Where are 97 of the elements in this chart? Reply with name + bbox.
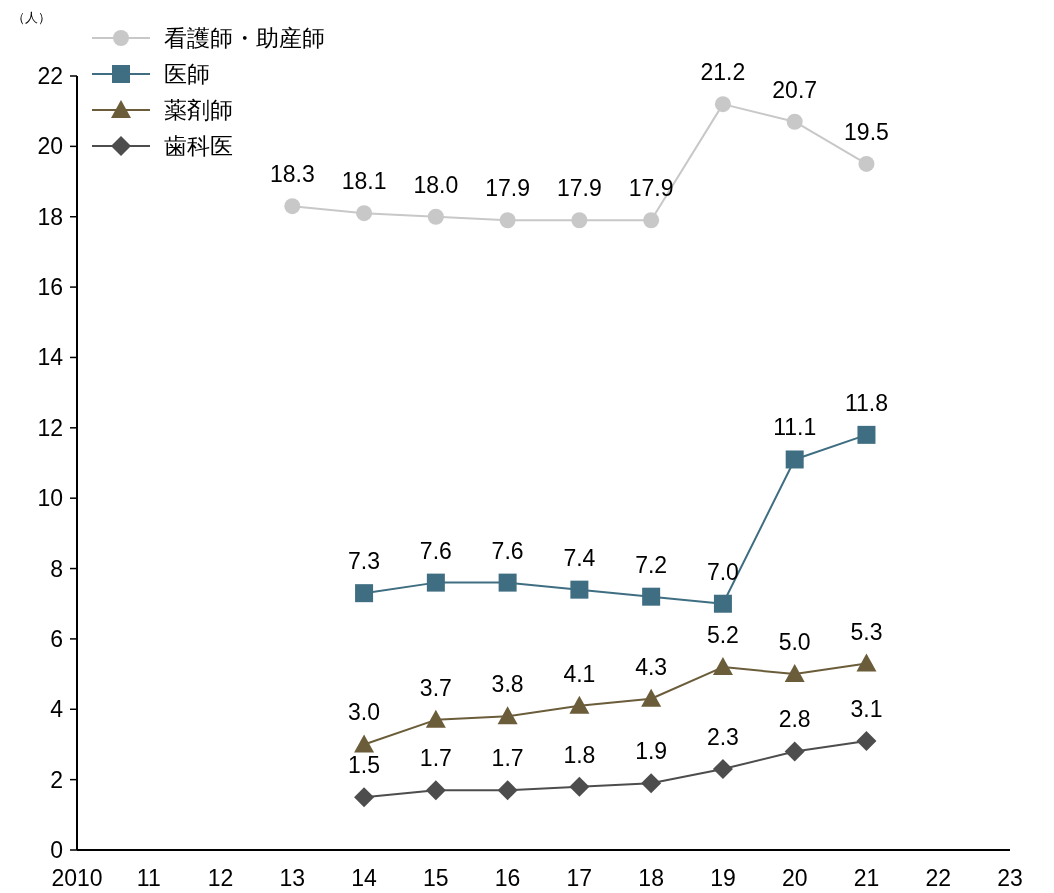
data-label: 17.9 xyxy=(485,175,530,202)
x-tick-label: 19 xyxy=(710,865,736,891)
data-label: 5.0 xyxy=(778,629,811,656)
data-label: 11.1 xyxy=(773,414,817,441)
point xyxy=(569,776,590,797)
data-label: 18.0 xyxy=(413,171,459,198)
x-tick-label: 21 xyxy=(853,865,880,891)
point xyxy=(643,212,660,229)
point xyxy=(356,205,373,222)
point xyxy=(427,208,444,225)
point xyxy=(498,573,517,592)
data-label: 3.8 xyxy=(491,671,524,698)
data-label: 1.7 xyxy=(419,745,452,772)
x-tick-label: 11 xyxy=(136,865,161,891)
point xyxy=(354,787,375,808)
point xyxy=(284,198,301,215)
y-tick-label: 8 xyxy=(50,555,63,582)
y-tick-label: 2 xyxy=(50,766,63,793)
point xyxy=(497,780,518,801)
point xyxy=(571,212,588,229)
data-label: 18.3 xyxy=(269,161,315,188)
y-tick-label: 20 xyxy=(37,133,63,160)
point xyxy=(713,594,732,613)
data-label: 19.5 xyxy=(844,118,889,145)
y-tick-label: 14 xyxy=(37,344,64,371)
data-label: 7.0 xyxy=(706,558,739,585)
legend-label: 医師 xyxy=(164,61,210,87)
legend-label: 薬剤師 xyxy=(164,97,233,123)
point xyxy=(714,96,731,113)
x-tick-label: 23 xyxy=(997,865,1023,891)
point xyxy=(784,741,805,762)
point xyxy=(786,113,803,130)
data-label: 3.1 xyxy=(850,695,883,722)
point xyxy=(857,425,876,444)
point xyxy=(426,573,445,592)
y-tick-label: 4 xyxy=(50,696,64,723)
data-label: 4.3 xyxy=(635,653,668,680)
data-label: 5.2 xyxy=(706,622,739,649)
data-label: 2.8 xyxy=(778,706,811,733)
point xyxy=(425,780,446,801)
data-label: 20.7 xyxy=(772,76,818,103)
point xyxy=(355,584,374,603)
data-label: 3.7 xyxy=(419,674,452,701)
data-label: 7.6 xyxy=(419,537,452,564)
legend-label: 看護師・助産師 xyxy=(164,25,325,51)
point xyxy=(569,695,590,714)
data-label: 2.3 xyxy=(706,724,739,751)
data-label: 1.5 xyxy=(348,752,381,779)
x-tick-label: 16 xyxy=(494,865,521,891)
data-label: 7.4 xyxy=(563,544,596,571)
data-label: 1.9 xyxy=(635,738,668,765)
y-tick-label: 18 xyxy=(37,203,63,230)
y-axis-title: （人） xyxy=(12,10,51,25)
x-tick-label: 13 xyxy=(279,865,306,891)
data-label: 7.6 xyxy=(491,537,524,564)
point xyxy=(858,155,875,172)
x-tick-label: 12 xyxy=(207,865,234,891)
data-label: 7.2 xyxy=(635,551,668,578)
data-label: 3.0 xyxy=(348,699,381,726)
point xyxy=(784,664,805,683)
data-label: 11.8 xyxy=(844,389,888,416)
point xyxy=(354,734,375,753)
point xyxy=(499,212,516,229)
data-label: 17.9 xyxy=(628,175,674,202)
point xyxy=(641,773,662,794)
legend-label: 歯科医 xyxy=(164,133,233,159)
y-tick-label: 6 xyxy=(50,625,63,652)
y-tick-label: 0 xyxy=(50,837,63,863)
point xyxy=(425,709,446,728)
x-tick-label: 2010 xyxy=(51,865,103,891)
data-label: 21.2 xyxy=(700,59,746,86)
point xyxy=(497,706,518,725)
x-tick-label: 20 xyxy=(781,865,808,891)
data-label: 18.1 xyxy=(341,168,387,195)
x-tick-label: 17 xyxy=(566,865,593,891)
point xyxy=(712,657,733,676)
y-tick-label: 10 xyxy=(37,485,63,512)
point xyxy=(856,730,877,751)
x-tick-label: 15 xyxy=(423,865,449,891)
y-tick-label: 12 xyxy=(37,414,63,441)
point xyxy=(641,688,662,707)
x-tick-label: 14 xyxy=(351,865,378,891)
data-label: 4.1 xyxy=(563,660,596,687)
point xyxy=(785,450,804,469)
x-tick-label: 22 xyxy=(925,865,952,891)
data-label: 1.7 xyxy=(491,745,524,772)
y-tick-label: 16 xyxy=(37,274,63,301)
point xyxy=(712,759,733,780)
data-label: 5.3 xyxy=(850,618,883,645)
y-tick-label: 22 xyxy=(37,63,63,89)
point xyxy=(856,653,877,672)
x-tick-label: 18 xyxy=(638,865,664,891)
data-label: 7.3 xyxy=(348,548,381,575)
point xyxy=(642,587,661,606)
data-label: 1.8 xyxy=(563,741,596,768)
point xyxy=(570,580,589,599)
data-label: 17.9 xyxy=(557,175,602,202)
